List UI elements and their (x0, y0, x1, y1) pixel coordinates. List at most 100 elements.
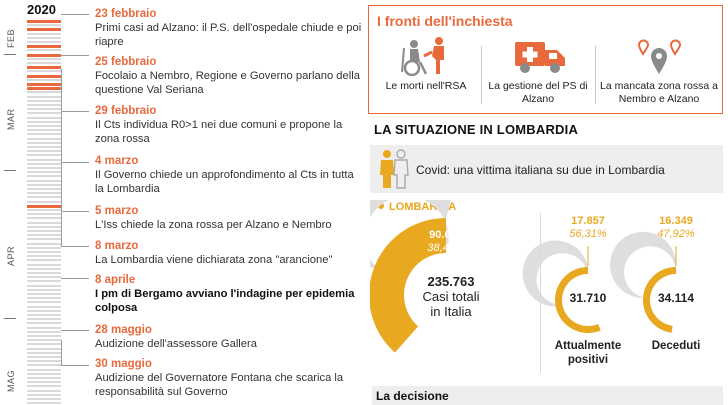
event-connector (61, 55, 89, 56)
fronti-divider (595, 46, 596, 104)
pie-lombardia-pct: 38,46% (427, 242, 465, 254)
fronti-item-ps: La gestione del PS di Alzano (484, 36, 592, 110)
fronti-item-label: La gestione del PS di Alzano (488, 80, 588, 105)
pie-casi-rest-slice (370, 200, 451, 281)
calendar-day (27, 154, 61, 157)
month-label-mar: MAR (6, 108, 16, 131)
calendar-day (27, 377, 61, 379)
event-text: Primi casi ad Alzano: il P.S. dell'osped… (95, 22, 362, 48)
event-connector (61, 330, 89, 331)
calendar-day (27, 326, 61, 329)
month-label-mag: MAG (6, 369, 16, 392)
calendar-day (27, 36, 61, 39)
donut-deceduti-rest-slice (610, 231, 677, 299)
section-title: LA SITUAZIONE IN LOMBARDIA (374, 122, 579, 137)
calendar-day (27, 318, 61, 321)
event-date: 23 febbraio (95, 8, 157, 20)
calendar-day (27, 368, 61, 371)
calendar-day (27, 335, 61, 337)
month-label-feb: FEB (6, 28, 16, 48)
calendar-day (27, 381, 61, 384)
calendar-day (27, 95, 61, 98)
timeline-event: 5 marzo L'Iss chiede la zona rossa per A… (95, 204, 365, 232)
calendar-day (27, 41, 61, 43)
calendar-day (27, 347, 61, 350)
timeline-event: 4 marzo Il Governo chiede un approfondim… (95, 154, 365, 196)
calendar-day (27, 356, 61, 358)
calendar-day (27, 179, 61, 182)
section-divider (540, 213, 541, 373)
calendar-day (27, 389, 61, 392)
calendar-day (27, 360, 61, 363)
calendar-day (27, 91, 61, 94)
calendar-day-highlighted (27, 20, 61, 23)
calendar-day (27, 246, 61, 249)
event-connector (61, 14, 89, 15)
event-date: 8 marzo (95, 240, 139, 252)
donut-deceduti-lombardia-slice (643, 267, 676, 333)
calendar-day (27, 162, 61, 165)
calendar-day-highlighted (27, 53, 61, 57)
fronti-divider (481, 46, 482, 104)
covid-banner: Covid: una vittima italiana su due in Lo… (370, 145, 723, 193)
covid-statement: Covid: una vittima italiana su due in Lo… (416, 163, 665, 177)
calendar-day (27, 297, 61, 300)
calendar-day (27, 238, 61, 241)
fronti-item-label: Le morti nell'RSA (385, 80, 467, 92)
calendar-day (27, 141, 61, 144)
donut-deceduti-caption: Deceduti (651, 340, 701, 352)
calendar-day (27, 230, 61, 232)
calendar-day (27, 402, 61, 405)
event-text: Audizione dell'assessore Gallera (95, 338, 257, 350)
calendar-day-highlighted (27, 204, 61, 208)
pie-lombardia-values: 90.680 38,46% (416, 229, 476, 255)
calendar-day (27, 158, 61, 161)
month-divider (4, 54, 16, 55)
calendar-day (27, 146, 61, 148)
calendar-day (27, 49, 61, 52)
calendar-day (27, 133, 61, 136)
calendar-day (27, 62, 61, 64)
event-text: L'Iss chiede la zona rossa per Alzano e … (95, 219, 332, 231)
calendar-day (27, 372, 61, 375)
donut-positivi-total: 31.710 (569, 291, 607, 305)
calendar-day (27, 393, 61, 396)
calendar-day (27, 343, 61, 346)
calendar-day (27, 108, 61, 111)
pie-lombardia-value: 90.680 (429, 229, 463, 241)
fronti-box: I fronti dell'inchiesta Le morti nell'RS… (368, 5, 723, 114)
calendar-day (27, 255, 61, 258)
donut-positivi-lombardia: 17.857 56,31% (558, 215, 618, 241)
pie-total-value: 235.763 (427, 274, 475, 289)
calendar-day-highlighted (27, 74, 61, 78)
timeline-year: 2020 (27, 2, 56, 17)
fronti-item-zona-rossa: La mancata zona rossa a Nembro e Alzano (597, 36, 721, 110)
timeline-event: 29 febbraio Il Cts individua R0>1 nei du… (95, 104, 365, 146)
pie-casi-lombardia-slice (370, 218, 446, 353)
calendar-day (27, 175, 61, 178)
calendar-day (27, 263, 61, 266)
donut-positivi-lombardia-slice (555, 267, 601, 333)
timeline-event: 30 maggio Audizione del Governatore Font… (95, 357, 365, 399)
calendar-day (27, 288, 61, 291)
people-icon (380, 149, 409, 189)
calendar-day (27, 322, 61, 325)
timeline-event: 23 febbraio Primi casi ad Alzano: il P.S… (95, 7, 365, 49)
calendar-day (27, 305, 61, 308)
calendar-day-highlighted (27, 66, 61, 70)
month-divider (4, 318, 16, 319)
calendar-day (27, 192, 61, 195)
calendar-day (27, 251, 61, 253)
calendar-strip (27, 20, 61, 405)
calendar-day-highlighted (27, 83, 61, 86)
calendar-day (27, 385, 61, 388)
donut-deceduti-total: 34.114 (657, 291, 695, 305)
decision-band: La decisione (372, 386, 723, 405)
calendar-day (27, 125, 61, 127)
calendar-day (27, 137, 61, 140)
event-text: I pm di Bergamo avviano l'indagine per e… (95, 288, 355, 314)
donut-deceduti-pct: 47,92% (657, 228, 695, 240)
event-date: 28 maggio (95, 324, 152, 336)
calendar-day (27, 57, 61, 60)
calendar-day (27, 70, 61, 73)
